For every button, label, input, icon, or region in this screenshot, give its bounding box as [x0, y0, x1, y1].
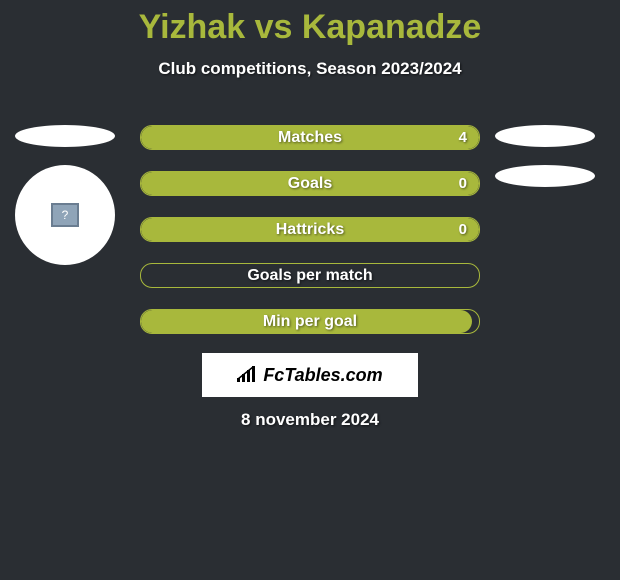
stat-value: 0	[459, 175, 467, 192]
branding-box: FcTables.com	[202, 353, 418, 397]
right-name-ellipse-2	[495, 165, 595, 187]
branding-label: FcTables.com	[263, 365, 382, 386]
stat-label: Matches	[278, 129, 342, 147]
avatar-placeholder-icon: ?	[51, 203, 79, 227]
stats-container: Matches 4 Goals 0 Hattricks 0 Goals per …	[140, 125, 480, 355]
right-name-ellipse-1	[495, 125, 595, 147]
stat-label: Goals	[288, 175, 332, 193]
left-player-column: ?	[10, 125, 120, 265]
page-title: Yizhak vs Kapanadze	[0, 0, 620, 47]
footer-date: 8 november 2024	[0, 410, 620, 430]
right-player-column	[490, 125, 600, 205]
stat-label: Goals per match	[247, 267, 372, 285]
stat-label: Hattricks	[276, 221, 344, 239]
signal-icon	[237, 366, 259, 384]
left-player-avatar: ?	[15, 165, 115, 265]
stat-row-matches: Matches 4	[140, 125, 480, 150]
left-name-ellipse	[15, 125, 115, 147]
stat-value: 4	[459, 129, 467, 146]
stat-row-hattricks: Hattricks 0	[140, 217, 480, 242]
stat-value: 0	[459, 221, 467, 238]
branding-text: FcTables.com	[237, 365, 382, 386]
stat-row-min-per-goal: Min per goal	[140, 309, 480, 334]
stat-row-goals-per-match: Goals per match	[140, 263, 480, 288]
stat-row-goals: Goals 0	[140, 171, 480, 196]
stat-label: Min per goal	[263, 313, 357, 331]
page-subtitle: Club competitions, Season 2023/2024	[0, 59, 620, 79]
